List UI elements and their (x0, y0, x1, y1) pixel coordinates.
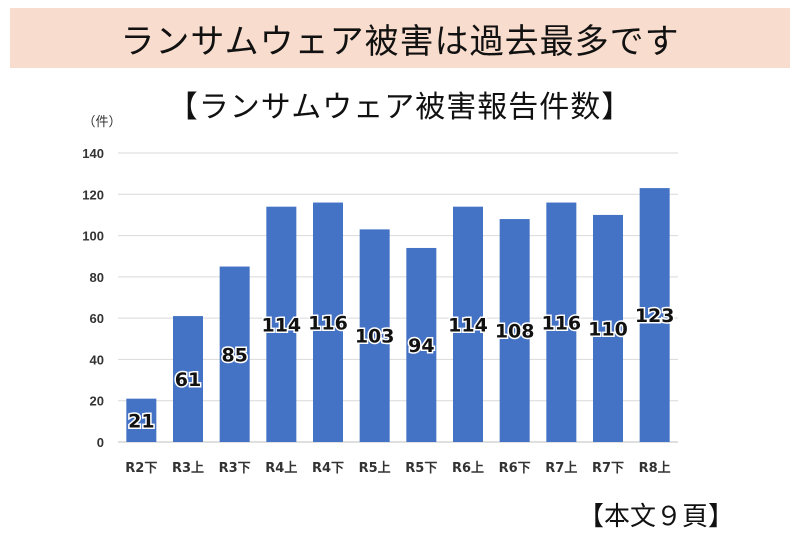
bar-data-label: 114 (261, 314, 301, 336)
y-tick-label: 120 (82, 187, 104, 202)
y-tick-label: 40 (90, 352, 104, 367)
y-tick-label: 140 (82, 146, 104, 161)
bar-data-label: 114 (448, 314, 488, 336)
x-tick-label: R6下 (499, 461, 531, 476)
y-tick-label: 100 (82, 229, 104, 244)
bar-data-label: 94 (408, 335, 434, 357)
bar-data-label: 108 (495, 321, 535, 343)
bar-data-label: 85 (221, 344, 247, 366)
bar (593, 214, 623, 442)
y-tick-label: 0 (97, 435, 104, 450)
x-tick-label: R8上 (639, 461, 671, 476)
bar-data-label: 110 (588, 318, 628, 340)
bar (546, 202, 577, 442)
bar-data-label: 21 (128, 410, 154, 432)
headline-title: ランサムウェア被害は過去最多です (120, 21, 680, 62)
bar (639, 188, 670, 442)
y-tick-label: 20 (90, 394, 104, 409)
x-tick-label: R7上 (545, 461, 577, 476)
y-tick-label: 60 (90, 311, 104, 326)
x-tick-label: R2下 (125, 461, 157, 476)
x-tick-label: R4下 (312, 461, 344, 476)
bar-data-label: 116 (541, 312, 581, 334)
x-tick-label: R5上 (359, 461, 391, 476)
bar (406, 247, 437, 442)
y-unit-label: （件） (82, 115, 121, 130)
headline-banner: ランサムウェア被害は過去最多です (10, 8, 790, 68)
bar (313, 202, 343, 442)
bar (173, 316, 203, 442)
page-reference: 【本文９頁】 (578, 502, 735, 532)
y-tick-label: 80 (90, 270, 104, 285)
bar (266, 206, 297, 442)
bar (359, 229, 390, 442)
bar (219, 266, 250, 442)
x-tick-label: R3下 (219, 461, 251, 476)
x-tick-label: R5下 (405, 461, 437, 476)
bar-data-label: 61 (175, 369, 201, 391)
x-tick-label: R3上 (172, 461, 204, 476)
x-tick-label: R6上 (452, 461, 484, 476)
bar (453, 206, 483, 442)
bar-data-label: 116 (308, 312, 348, 334)
bar (126, 398, 157, 442)
chart-title: 【ランサムウェア被害報告件数】 (167, 90, 633, 125)
x-tick-label: R7下 (592, 461, 624, 476)
bar-data-label: 103 (355, 326, 395, 348)
x-tick-label: R4上 (265, 461, 297, 476)
bar (499, 219, 530, 442)
bar-data-label: 123 (635, 305, 675, 327)
